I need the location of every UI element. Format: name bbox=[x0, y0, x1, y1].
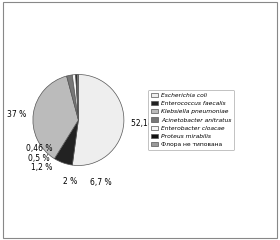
Wedge shape bbox=[72, 74, 124, 166]
Text: 0,5 %: 0,5 % bbox=[28, 154, 50, 163]
Text: 37 %: 37 % bbox=[7, 110, 26, 119]
Wedge shape bbox=[76, 74, 78, 120]
Text: 52,14 %: 52,14 % bbox=[130, 119, 162, 128]
Text: 2 %: 2 % bbox=[63, 177, 77, 186]
Wedge shape bbox=[77, 74, 78, 120]
Wedge shape bbox=[72, 75, 78, 120]
Text: 6,7 %: 6,7 % bbox=[90, 178, 111, 187]
Legend: Escherichia coli, Enterococcus faecalis, Klebsiella pneumoniae, Acinetobacter an: Escherichia coli, Enterococcus faecalis,… bbox=[148, 90, 234, 150]
Text: 0,46 %: 0,46 % bbox=[26, 144, 53, 153]
Wedge shape bbox=[67, 75, 78, 120]
Wedge shape bbox=[54, 120, 78, 165]
Wedge shape bbox=[33, 76, 78, 159]
Text: 1,2 %: 1,2 % bbox=[31, 163, 52, 172]
